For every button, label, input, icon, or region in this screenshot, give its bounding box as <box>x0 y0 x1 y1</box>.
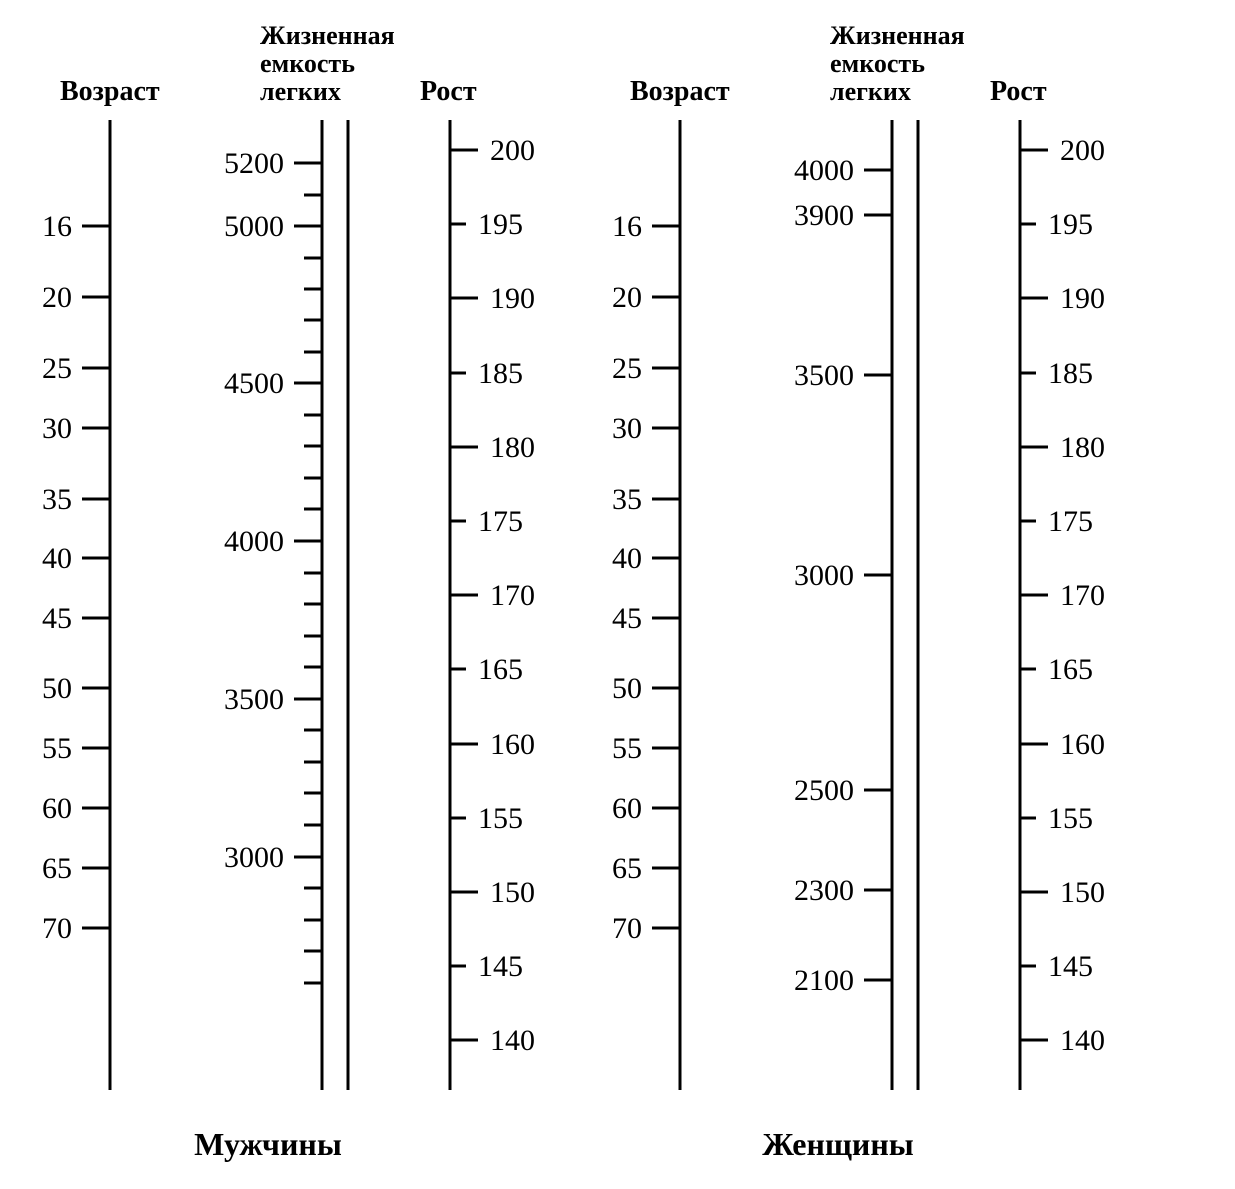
panel-women-axis-height-ticklabel-2: 190 <box>1060 282 1105 315</box>
panel-women-axis-vc-left-ticklabel-4: 2500 <box>794 774 854 807</box>
panel-women-axis-age-ticklabel-4: 35 <box>612 483 642 516</box>
panel-men-axis-height-ticklabel-0: 200 <box>490 134 535 167</box>
panel-women-axis-vc-left-ticklabel-5: 2300 <box>794 874 854 907</box>
panel-women-axis-age-ticklabel-9: 60 <box>612 792 642 825</box>
panel-men-axis-height-ticklabel-12: 140 <box>490 1024 535 1057</box>
panel-men-axis-vc-left-ticklabel-1: 5000 <box>224 210 284 243</box>
panel-women-axis-height-ticklabel-5: 175 <box>1048 505 1093 538</box>
panel-men-axis-height-ticklabel-8: 160 <box>490 728 535 761</box>
panel-women-axis-age-ticklabel-10: 65 <box>612 852 642 885</box>
panel-women-axis-vc-left-header-2: легких <box>830 77 911 106</box>
panel-men-axis-vc-left-header-1: емкость <box>260 49 355 78</box>
panel-women-axis-age-ticklabel-2: 25 <box>612 352 642 385</box>
panel-women-axis-height-ticklabel-10: 150 <box>1060 876 1105 909</box>
panel-men-axis-vc-left-header-0: Жизненная <box>260 21 395 50</box>
panel-men-axis-height-ticklabel-1: 195 <box>478 208 523 241</box>
panel-women-axis-height-ticklabel-8: 160 <box>1060 728 1105 761</box>
panel-men-axis-age-ticklabel-5: 40 <box>42 542 72 575</box>
panel-women-axis-vc-left-header-1: емкость <box>830 49 925 78</box>
panel-women-axis-vc-left-ticklabel-0: 4000 <box>794 154 854 187</box>
panel-men-axis-height-ticklabel-10: 150 <box>490 876 535 909</box>
panel-women-axis-age-header-0: Возраст <box>630 76 730 107</box>
panel-women-axis-vc-left-ticklabel-6: 2100 <box>794 964 854 997</box>
panel-men-axis-age-ticklabel-11: 70 <box>42 912 72 945</box>
panel-women-axis-vc-left-ticklabel-3: 3000 <box>794 559 854 592</box>
panel-women-axis-height-ticklabel-7: 165 <box>1048 653 1093 686</box>
panel-men-axis-height-ticklabel-3: 185 <box>478 357 523 390</box>
panel-men-axis-vc-left-header-2: легких <box>260 77 341 106</box>
panel-men-axis-age-ticklabel-8: 55 <box>42 732 72 765</box>
panel-women-axis-height-ticklabel-3: 185 <box>1048 357 1093 390</box>
panel-men-axis-height-ticklabel-6: 170 <box>490 579 535 612</box>
panel-men-axis-age-ticklabel-1: 20 <box>42 281 72 314</box>
panel-women-axis-age-ticklabel-11: 70 <box>612 912 642 945</box>
panel-men-axis-age-ticklabel-9: 60 <box>42 792 72 825</box>
panel-women-axis-age-ticklabel-0: 16 <box>612 210 642 243</box>
panel-men-axis-height-ticklabel-4: 180 <box>490 431 535 464</box>
panel-men-axis-age-ticklabel-4: 35 <box>42 483 72 516</box>
panel-women-axis-vc-left-ticklabel-1: 3900 <box>794 199 854 232</box>
panel-women-footer: Женщины <box>762 1126 914 1162</box>
panel-men-axis-vc-left-ticklabel-5: 3000 <box>224 841 284 874</box>
panel-women-axis-vc-left-header-0: Жизненная <box>830 21 965 50</box>
panel-men-axis-age-ticklabel-7: 50 <box>42 672 72 705</box>
panel-women-axis-height-ticklabel-0: 200 <box>1060 134 1105 167</box>
nomogram-svg: Возраст 16 20 25 30 35 40 45 50 55 60 65 70 Жизненная… <box>0 0 1235 1189</box>
panel-men-axis-height-ticklabel-7: 165 <box>478 653 523 686</box>
panel-men-axis-age-ticklabel-2: 25 <box>42 352 72 385</box>
panel-women-axis-height-ticklabel-1: 195 <box>1048 208 1093 241</box>
panel-women-axis-height-header-0: Рост <box>990 76 1047 107</box>
panel-women-axis-age-ticklabel-8: 55 <box>612 732 642 765</box>
panel-women-axis-vc-left-ticklabel-2: 3500 <box>794 359 854 392</box>
panel-women-axis-height-ticklabel-11: 145 <box>1048 950 1093 983</box>
panel-men-axis-age-ticklabel-10: 65 <box>42 852 72 885</box>
panel-men-axis-height-ticklabel-2: 190 <box>490 282 535 315</box>
panel-women-axis-height-ticklabel-4: 180 <box>1060 431 1105 464</box>
nomogram-container: Возраст 16 20 25 30 35 40 45 50 55 60 65 70 Жизненная… <box>0 0 1235 1189</box>
panel-men-axis-age-header-0: Возраст <box>60 76 160 107</box>
panel-men-axis-age-ticklabel-6: 45 <box>42 602 72 635</box>
panel-men-axis-height-header-0: Рост <box>420 76 477 107</box>
panel-women-axis-height-ticklabel-6: 170 <box>1060 579 1105 612</box>
panel-men-axis-height-ticklabel-11: 145 <box>478 950 523 983</box>
panel-women-axis-height-ticklabel-12: 140 <box>1060 1024 1105 1057</box>
panel-men-axis-height-ticklabel-5: 175 <box>478 505 523 538</box>
panel-women-axis-height-ticklabel-9: 155 <box>1048 802 1093 835</box>
panel-men-axis-age-ticklabel-3: 30 <box>42 412 72 445</box>
panel-women-axis-age-ticklabel-5: 40 <box>612 542 642 575</box>
panel-women-axis-age-ticklabel-3: 30 <box>612 412 642 445</box>
panel-men-axis-vc-left-ticklabel-2: 4500 <box>224 367 284 400</box>
panel-women-axis-age-ticklabel-1: 20 <box>612 281 642 314</box>
panel-men-axis-vc-left-ticklabel-0: 5200 <box>224 147 284 180</box>
panel-men-axis-height-ticklabel-9: 155 <box>478 802 523 835</box>
panel-men-footer: Мужчины <box>194 1126 342 1162</box>
panel-men-axis-age-ticklabel-0: 16 <box>42 210 72 243</box>
panel-men-axis-vc-left-ticklabel-4: 3500 <box>224 683 284 716</box>
panel-women-axis-age-ticklabel-7: 50 <box>612 672 642 705</box>
panel-men-axis-vc-left-ticklabel-3: 4000 <box>224 525 284 558</box>
panel-women-axis-age-ticklabel-6: 45 <box>612 602 642 635</box>
